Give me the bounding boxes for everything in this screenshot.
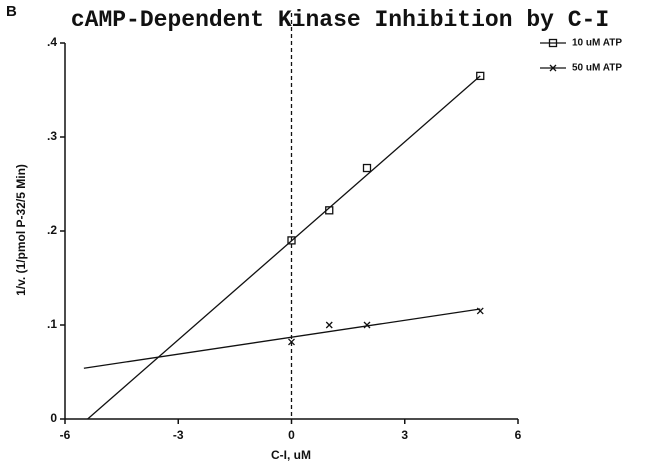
legend-marker [549, 64, 557, 72]
marker-x [363, 321, 371, 329]
x-tick-label: 0 [288, 428, 295, 442]
marker-x [288, 338, 295, 346]
marker-x [325, 321, 333, 329]
marker-square [325, 206, 334, 215]
y-tick-label: .4 [47, 35, 57, 49]
chart-title: cAMP-Dependent Kinase Inhibition by C-I [71, 7, 609, 33]
marker-x [476, 307, 484, 315]
x-tick-label: 3 [401, 428, 408, 442]
legend-label: 50 uM ATP [572, 63, 622, 74]
x-tick-label: -6 [60, 428, 71, 442]
fit-line [87, 75, 481, 420]
marker-square [287, 236, 296, 245]
y-axis-label: 1/v. (1/pmol P-32/5 Min) [14, 164, 28, 296]
x-tick-label: 6 [515, 428, 522, 442]
marker-square [362, 163, 372, 173]
y-tick-label: .3 [47, 129, 57, 143]
legend-label: 10 uM ATP [572, 38, 622, 49]
x-tick-label: -3 [173, 428, 184, 442]
panel-label: B [6, 3, 17, 20]
fit-line [83, 308, 481, 369]
y-tick-label: .2 [47, 223, 57, 237]
x-axis-label: C-I, uM [271, 448, 311, 462]
y-tick-label: .1 [47, 317, 57, 331]
y-tick-label: 0 [50, 411, 57, 425]
marker-square [476, 71, 485, 81]
legend-marker [548, 38, 558, 48]
